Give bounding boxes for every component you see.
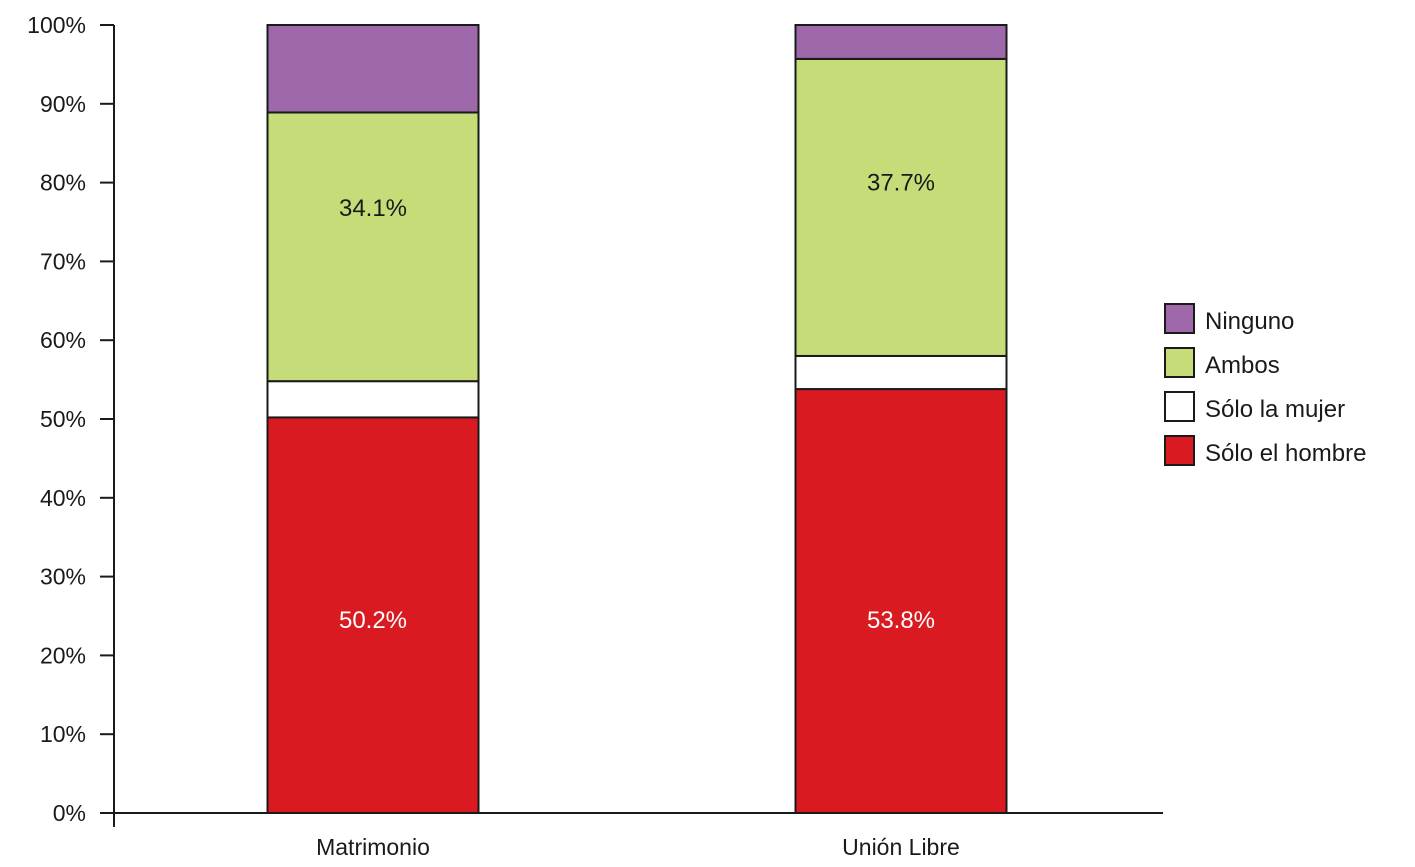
y-tick-label: 60% xyxy=(40,327,86,353)
chart-axes: 0% 10% 20% 30% 40% 50% 60% 70% 80% 90% 100% Matrimo… xyxy=(27,12,1163,860)
legend-label: Sólo el hombre xyxy=(1205,440,1366,467)
bar-segment xyxy=(266,416,480,814)
legend-swatch xyxy=(1164,303,1195,334)
chart-legend: Ninguno Ambos Sólo la mujer Sólo el hombre xyxy=(1164,303,1366,467)
bar-segment xyxy=(794,57,1008,357)
y-tick-label: 30% xyxy=(40,564,86,590)
y-tick-label: 0% xyxy=(53,800,86,826)
y-tick-label: 50% xyxy=(40,406,86,432)
chart-data-labels: 50.2% 34.1% 53.8% 37.7% xyxy=(339,170,935,634)
legend-label: Ninguno xyxy=(1205,308,1294,335)
chart-bars xyxy=(266,24,1008,814)
x-category-label: Matrimonio xyxy=(316,834,430,860)
bar-segment xyxy=(794,24,1008,60)
y-tick-label: 40% xyxy=(40,485,86,511)
bar-data-label: 50.2% xyxy=(339,607,407,634)
legend-swatch xyxy=(1164,391,1195,422)
bar-segment xyxy=(266,111,480,383)
bar-data-label: 34.1% xyxy=(339,195,407,222)
x-category-label: Unión Libre xyxy=(842,834,960,860)
legend-label: Sólo la mujer xyxy=(1205,396,1345,423)
y-tick-label: 20% xyxy=(40,642,86,668)
bar-data-label: 37.7% xyxy=(867,170,935,197)
y-tick-label: 10% xyxy=(40,721,86,747)
bar-segment xyxy=(794,354,1008,391)
legend-label: Ambos xyxy=(1205,352,1280,379)
bar-segment xyxy=(794,388,1008,814)
y-tick-label: 90% xyxy=(40,91,86,117)
y-tick-label: 80% xyxy=(40,170,86,196)
bar-segment xyxy=(266,380,480,419)
legend-swatch xyxy=(1164,347,1195,378)
bar-data-label: 53.8% xyxy=(867,607,935,634)
y-tick-label: 100% xyxy=(27,12,86,38)
legend-swatch xyxy=(1164,435,1195,466)
bar-segment xyxy=(266,24,480,114)
y-tick-label: 70% xyxy=(40,248,86,274)
